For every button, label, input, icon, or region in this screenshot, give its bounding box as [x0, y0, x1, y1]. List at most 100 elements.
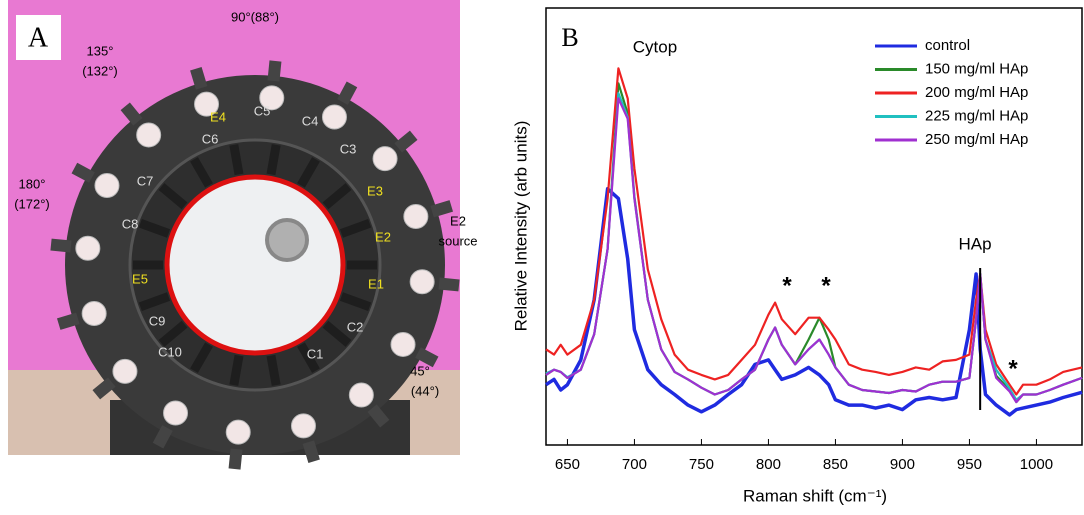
angle-label: 45° [410, 363, 430, 378]
knob [81, 300, 107, 326]
series-line [545, 187, 1083, 417]
channel-label: C4 [302, 113, 319, 128]
spoke [339, 292, 372, 311]
peg [267, 60, 282, 82]
spoke [297, 342, 320, 373]
angle-label: (132°) [82, 63, 118, 78]
knob [163, 400, 189, 426]
spoke [322, 183, 352, 210]
x-tick-label: 650 [555, 456, 580, 473]
knob [112, 358, 138, 384]
x-tick-label: 950 [957, 456, 982, 473]
channel-label: C5 [254, 103, 271, 118]
knob [194, 91, 220, 117]
channel-label: C9 [149, 313, 166, 328]
peg [438, 277, 460, 292]
legend-label: 250 mg/ml HAp [925, 131, 1028, 148]
y-axis-label: Relative Intensity (arb units) [511, 121, 530, 332]
angle-label: E2 [450, 213, 466, 228]
spoke [138, 219, 171, 238]
channel-label: C6 [202, 131, 219, 146]
channel-label: C8 [122, 216, 139, 231]
spoke [229, 354, 244, 386]
knob [348, 382, 374, 408]
angle-label: source [438, 233, 477, 248]
peg [92, 377, 116, 400]
channel-label: C1 [307, 346, 324, 361]
spoke [138, 292, 171, 311]
legend-label: 225 mg/ml HAp [925, 107, 1028, 124]
peg [56, 312, 80, 330]
panel-label: B [561, 23, 578, 52]
channel-label: C7 [137, 173, 154, 188]
spoke [229, 144, 244, 176]
x-tick-label: 750 [689, 456, 714, 473]
spoke [297, 157, 320, 188]
spoke [158, 320, 188, 347]
angle-label: 135° [87, 43, 114, 58]
peg [152, 425, 173, 449]
spoke [266, 144, 281, 176]
knob [75, 235, 101, 261]
peg [394, 130, 418, 153]
electrode-label: E5 [132, 271, 148, 286]
peg [120, 102, 143, 126]
knob [409, 269, 435, 295]
channel-label: C2 [347, 319, 364, 334]
knob [321, 104, 347, 130]
x-tick-label: 800 [756, 456, 781, 473]
spoke [322, 320, 352, 347]
knob [94, 173, 120, 199]
legend-label: 150 mg/ml HAp [925, 60, 1028, 77]
electrode-label: E4 [210, 109, 226, 124]
peg [71, 162, 95, 183]
electrode-label: E3 [367, 183, 383, 198]
spoke [190, 157, 213, 188]
angle-label: (44°) [411, 383, 439, 398]
channel-label: C10 [158, 344, 182, 359]
knobs [50, 60, 460, 470]
peg [190, 66, 208, 90]
angle-label: 90°(88°) [231, 9, 279, 24]
annotation: * [782, 272, 792, 299]
knob [225, 419, 251, 445]
photo [8, 0, 460, 455]
spoke [158, 183, 188, 210]
peg [228, 448, 243, 470]
angle-label: 180° [19, 176, 46, 191]
knob [403, 204, 429, 230]
spoke [266, 354, 281, 386]
x-axis-label: Raman shift (cm⁻¹) [743, 486, 887, 505]
knob [372, 146, 398, 172]
x-tick-label: 900 [890, 456, 915, 473]
annotation: Cytop [633, 37, 677, 56]
channel-label: C3 [340, 141, 357, 156]
angle-label: (172°) [14, 196, 50, 211]
peg [50, 238, 72, 253]
knob [390, 331, 416, 357]
annotation: * [821, 272, 831, 299]
peg [367, 404, 390, 428]
panel-label: A [28, 22, 49, 53]
spoke [190, 342, 213, 373]
legend-label: 200 mg/ml HAp [925, 84, 1028, 101]
legend-label: control [925, 37, 970, 54]
spoke [339, 219, 372, 238]
annotation: HAp [958, 234, 991, 253]
knob [136, 122, 162, 148]
plot-frame [545, 7, 1083, 446]
x-tick-label: 850 [823, 456, 848, 473]
peg [337, 81, 358, 105]
electrode-label: E2 [375, 229, 391, 244]
knob [259, 85, 285, 111]
series-line [545, 67, 1083, 396]
peg [302, 440, 320, 464]
peg [430, 200, 454, 218]
series-line [545, 97, 1083, 404]
knob [290, 413, 316, 439]
x-tick-label: 700 [622, 456, 647, 473]
x-tick-label: 1000 [1020, 456, 1053, 473]
annotation: * [1008, 355, 1018, 382]
electrode-label: E1 [368, 276, 384, 291]
